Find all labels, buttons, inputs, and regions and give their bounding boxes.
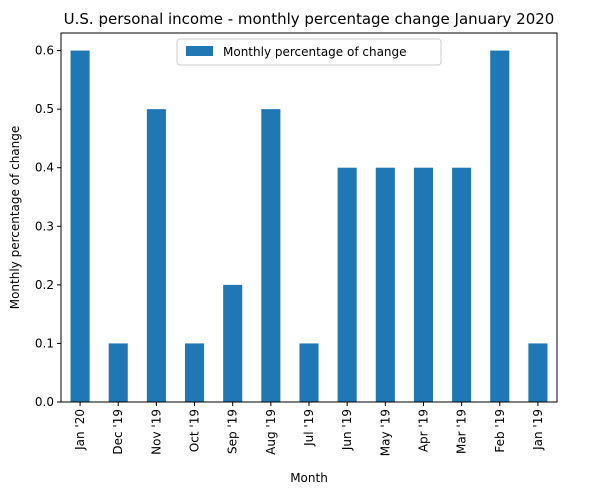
x-tick-label: Jul '19 (302, 409, 316, 447)
x-tick-label: Nov '19 (149, 409, 163, 455)
plot-area (60, 32, 558, 403)
x-tick-label: Sep '19 (226, 409, 240, 454)
y-tick-label: 0.5 (35, 102, 54, 116)
bars-group (70, 50, 548, 402)
x-tick-label: Apr '19 (416, 409, 430, 452)
x-tick-label: May '19 (378, 409, 392, 456)
y-tick-label: 0.0 (35, 395, 54, 409)
bar-sep-19 (223, 284, 243, 402)
legend-swatch (186, 46, 213, 56)
x-axis-label: Month (290, 471, 328, 485)
y-tick-label: 0.4 (35, 161, 54, 175)
bar-mar-19 (452, 167, 472, 402)
bar-may-19 (375, 167, 395, 402)
bar-aug-19 (261, 109, 281, 402)
y-axis-label: Monthly percentage of change (8, 126, 22, 310)
bar-jan-20 (70, 50, 90, 402)
x-axis: Jan '20 Dec '19 Nov '19 Oct '19 Sep '19 Aug '… (73, 402, 545, 456)
y-tick-label: 0.1 (35, 336, 54, 350)
bar-jul-19 (299, 343, 319, 402)
x-tick-label: Mar '19 (455, 409, 469, 454)
legend-entry-label: Monthly percentage of change (223, 45, 407, 59)
bar-oct-19 (185, 343, 205, 402)
legend: Monthly percentage of change (176, 38, 442, 66)
x-tick-label: Dec '19 (111, 409, 125, 455)
x-tick-label: Jun '19 (340, 409, 354, 451)
bar-jan-19 (528, 343, 548, 402)
chart-title: U.S. personal income - monthly percentag… (64, 10, 555, 28)
x-tick-label: Jan '19 (531, 409, 545, 451)
y-tick-label: 0.6 (35, 44, 54, 58)
x-tick-label: Oct '19 (188, 409, 202, 452)
bar-dec-19 (108, 343, 128, 402)
bar-apr-19 (413, 167, 433, 402)
bar-jun-19 (337, 167, 357, 402)
legend-box (176, 38, 442, 66)
x-tick-label: Aug '19 (264, 409, 278, 455)
y-axis: 0.0 0.1 0.2 0.3 0.4 0.5 0.6 (35, 44, 61, 409)
y-tick-label: 0.2 (35, 278, 54, 292)
x-tick-label: Jan '20 (73, 409, 87, 451)
bar-nov-19 (146, 109, 166, 402)
bar-feb-19 (490, 50, 510, 402)
x-tick-label: Feb '19 (493, 409, 507, 453)
y-tick-label: 0.3 (35, 219, 54, 233)
